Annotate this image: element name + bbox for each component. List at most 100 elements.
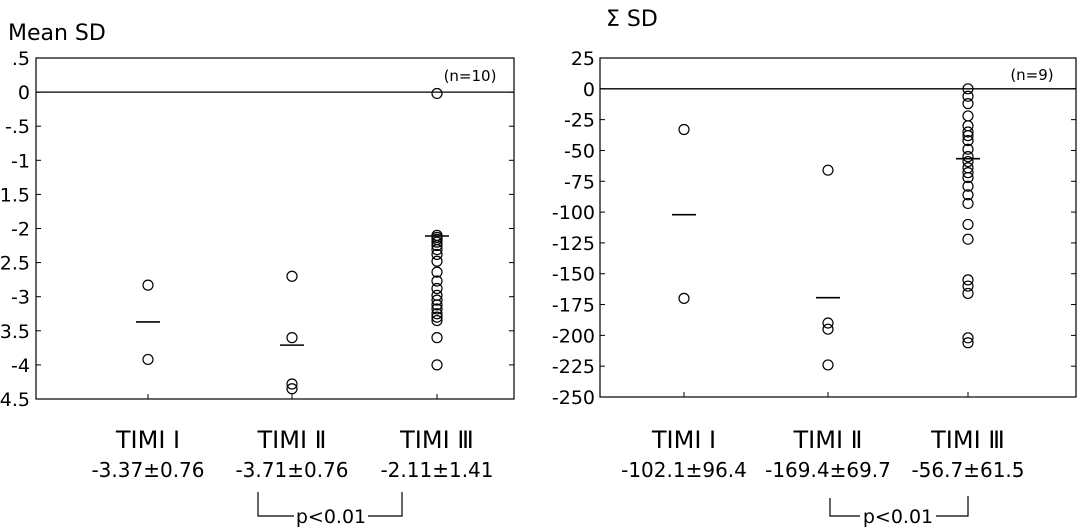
data-point	[962, 197, 974, 210]
x-categories: TIMI Ⅰ -102.1±96.4 TIMI Ⅱ -169.4±69.7 TIMI Ⅲ…	[621, 426, 1024, 482]
category-stat: -102.1±96.4	[621, 458, 747, 482]
significance-label: p<0.01	[296, 506, 366, 528]
y-tick-label: -3.5	[0, 321, 30, 343]
data-point	[431, 299, 443, 311]
data-point	[962, 233, 974, 245]
data-point	[431, 282, 443, 295]
data-point	[678, 292, 690, 304]
y-tick-label: -.5	[5, 116, 30, 138]
data-point	[822, 317, 834, 329]
y-axis: .5 0 -.5 -1 -1.5 -2 -2.5 -3 -3.5 -4 -4.5	[0, 48, 514, 411]
data-point	[962, 171, 974, 184]
data-point	[431, 311, 443, 323]
data-point	[431, 266, 443, 278]
data-point	[431, 248, 443, 261]
data-point	[962, 120, 974, 132]
sample-size-annotation: (n=10)	[444, 67, 497, 85]
category-label: TIMI Ⅱ	[793, 426, 863, 454]
data-point	[286, 270, 298, 282]
data-point	[431, 303, 443, 315]
data-point	[962, 180, 974, 192]
category-label: TIMI Ⅰ	[115, 426, 180, 454]
category-stat: -56.7±61.5	[911, 458, 1024, 482]
y-tick-label: 0	[18, 82, 30, 104]
y-tick-label: -150	[552, 264, 595, 286]
data-point	[431, 244, 443, 256]
category-label: TIMI Ⅲ	[930, 426, 1005, 454]
y-tick-label: .5	[12, 48, 30, 70]
data-point	[142, 279, 154, 291]
category-label: TIMI Ⅲ	[399, 426, 474, 454]
y-tick-label: -125	[552, 233, 595, 255]
category-stat: -3.37±0.76	[91, 458, 204, 482]
data-point	[431, 359, 443, 371]
data-point	[431, 314, 443, 327]
category-label: TIMI Ⅰ	[651, 426, 716, 454]
significance-label: p<0.01	[863, 506, 933, 528]
y-tick-label: -75	[564, 171, 595, 193]
y-tick-label: -2	[11, 219, 30, 241]
chart-mean-sd: Mean SD .5 0 -.5 -1 -1.5 -2 -2.5 -3 -3.5 -4 -4.5 (…	[0, 21, 515, 528]
data-point	[962, 274, 974, 286]
data-point	[431, 87, 443, 100]
y-tick-label: -4.5	[0, 389, 30, 411]
data-point	[962, 155, 974, 168]
data-point	[431, 239, 443, 252]
y-tick-label: -1	[11, 150, 30, 172]
y-tick-label: -3	[11, 287, 30, 309]
data-point	[822, 359, 834, 371]
sample-size-annotation: (n=9)	[1010, 66, 1053, 84]
data-point	[142, 353, 154, 366]
y-tick-label: -1.5	[0, 184, 30, 206]
data-point	[962, 98, 974, 110]
data-point	[286, 378, 298, 390]
data-point	[286, 332, 298, 344]
data-point	[962, 189, 974, 201]
y-tick-label: -50	[564, 140, 595, 162]
y-axis: 25 0 -25 -50 -75 -100 -125 -150 -175 -200 -225 -250	[552, 48, 1076, 409]
data-point	[431, 332, 443, 344]
data-point	[962, 143, 974, 155]
data-points	[136, 87, 449, 395]
data-points	[672, 83, 980, 371]
data-point	[822, 164, 834, 176]
y-tick-label: -25	[564, 110, 595, 132]
y-tick-label: -225	[552, 356, 595, 378]
data-point	[962, 332, 974, 344]
data-point	[431, 308, 443, 320]
y-tick-label: -4	[11, 355, 30, 377]
y-tick-label: 0	[583, 79, 595, 101]
x-categories: TIMI Ⅰ -3.37±0.76 TIMI Ⅱ -3.71±0.76 TIMI Ⅲ -2…	[91, 426, 493, 482]
y-tick-label: -200	[552, 325, 595, 347]
significance-bracket: p<0.01	[257, 492, 403, 528]
data-point	[286, 383, 298, 395]
category-stat: -2.11±1.41	[380, 458, 493, 482]
category-stat: -3.71±0.76	[235, 458, 348, 482]
y-tick-label: -250	[552, 387, 595, 409]
chart-title: Mean SD	[8, 21, 106, 46]
data-point	[962, 151, 974, 163]
data-point	[431, 275, 443, 287]
significance-bracket: p<0.01	[829, 496, 969, 528]
y-tick-label: 25	[571, 48, 595, 70]
data-point	[962, 134, 974, 147]
y-tick-label: -100	[552, 202, 595, 224]
data-point	[822, 323, 834, 335]
data-point	[962, 218, 974, 231]
data-point	[962, 280, 974, 292]
data-point	[962, 337, 974, 349]
bracket-line	[257, 492, 403, 517]
data-point	[678, 123, 690, 136]
data-point	[962, 287, 974, 300]
data-point	[431, 294, 443, 306]
data-point	[962, 167, 974, 179]
data-point	[431, 236, 443, 248]
data-point	[962, 90, 974, 102]
chart-sigma-sd: Σ SD 25 0 -25 -50 -75 -100 -125 -150 -175 -200 -22…	[552, 7, 1077, 528]
data-point	[431, 255, 443, 267]
plot-frame	[35, 57, 515, 400]
category-stat: -169.4±69.7	[765, 458, 891, 482]
chart-title: Σ SD	[606, 7, 658, 32]
